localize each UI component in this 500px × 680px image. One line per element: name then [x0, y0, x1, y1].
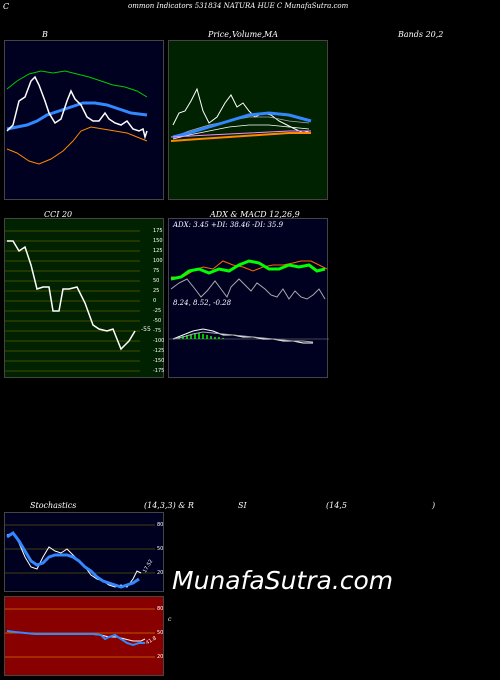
cci-tick: 125: [153, 248, 163, 254]
adx-chart: [169, 259, 329, 344]
stoch-tick: 80: [157, 522, 164, 528]
cci-tick: -125: [153, 348, 165, 354]
stoch-tick: 20: [157, 570, 164, 576]
stoch-k-line: [6, 532, 142, 588]
page-title: ommon Indicators 531834 NATURA HUE C Mun…: [128, 2, 349, 10]
bollinger-chart: [6, 70, 148, 165]
ma-line-orange: [170, 132, 311, 142]
adx-line: [170, 278, 326, 300]
cci-tick: 75: [153, 268, 160, 274]
cci-tick: -75: [153, 328, 162, 334]
rsi-line-blue: [6, 630, 145, 647]
cci-title: CCI 20: [44, 210, 73, 219]
stoch-title-c: SI: [238, 501, 247, 510]
price-label-b: Volume,: [232, 30, 265, 39]
cci-line: [7, 240, 136, 351]
cci-gridlines: [5, 230, 140, 372]
macd-signal-line: [172, 331, 314, 343]
watermark: MunafaSutra.com: [172, 566, 394, 595]
adx-macd-title: ADX & MACD 12,26,9: [210, 210, 300, 219]
cci-tick: -175: [153, 368, 165, 374]
rsi-chart: [5, 608, 155, 658]
cci-tick: 175: [153, 228, 163, 234]
rsi-tick: 20: [157, 654, 164, 660]
rsi-right-mark: c: [168, 616, 172, 623]
cci-tick: -100: [153, 338, 165, 344]
stoch-tick: 50: [157, 546, 164, 552]
rsi-panel: 80 50 20 41.8: [4, 596, 164, 676]
ma-line-pink: [170, 130, 311, 138]
price-chart: [170, 87, 312, 142]
bollinger-title-right: Bands 20,2: [398, 30, 444, 39]
adx-macd-panel: ADX: 3.45 +DI: 38.46 -DI: 35.9 8.24, 8.5…: [168, 218, 329, 378]
price-label-c: MA: [264, 30, 278, 39]
bollinger-lower-band: [6, 126, 148, 165]
cci-tick: -25: [153, 308, 162, 314]
stoch-title-e: ): [432, 501, 436, 510]
ma-line-white: [172, 124, 310, 140]
cci-panel: 175 150 125 100 75 50 25 0 -25 -50 -75 -…: [4, 218, 164, 378]
macd-values: 8.24, 8.52, -0.28: [173, 299, 232, 307]
bollinger-price-line: [6, 75, 148, 140]
bollinger-label: B: [42, 30, 48, 39]
adx-plus-di-line: [170, 259, 326, 281]
stoch-gridlines: [5, 524, 155, 574]
price-line: [172, 87, 310, 134]
price-label-a: Price,: [208, 30, 232, 39]
cci-value-label: -55: [141, 326, 151, 333]
cci-tick: 25: [153, 288, 160, 294]
stoch-title-a: Stochastics: [30, 501, 77, 510]
header-left: C: [3, 2, 10, 11]
stochastics-panel: 80 50 20 17.52: [4, 512, 164, 592]
stoch-d-line: [6, 530, 140, 589]
cci-tick: 0: [153, 298, 157, 304]
cci-tick: 50: [153, 278, 160, 284]
cci-tick: 100: [153, 258, 163, 264]
bollinger-panel: [4, 40, 164, 200]
cci-tick: 150: [153, 238, 163, 244]
stochastics-chart: [5, 524, 155, 589]
stoch-title-d: (14,5: [326, 501, 347, 510]
price-panel: [168, 40, 328, 200]
rsi-tick: 50: [157, 630, 164, 636]
stoch-title-b: (14,3,3) & R: [144, 501, 194, 510]
bollinger-mid-band: [6, 101, 148, 131]
cci-chart: [5, 230, 140, 372]
ma-line-blue: [172, 111, 312, 139]
rsi-tick: 80: [157, 606, 164, 612]
bollinger-upper-band: [6, 70, 148, 98]
adx-values: ADX: 3.45 +DI: 38.46 -DI: 35.9: [173, 221, 284, 229]
cci-tick: -50: [153, 318, 162, 324]
cci-tick: -150: [153, 358, 165, 364]
